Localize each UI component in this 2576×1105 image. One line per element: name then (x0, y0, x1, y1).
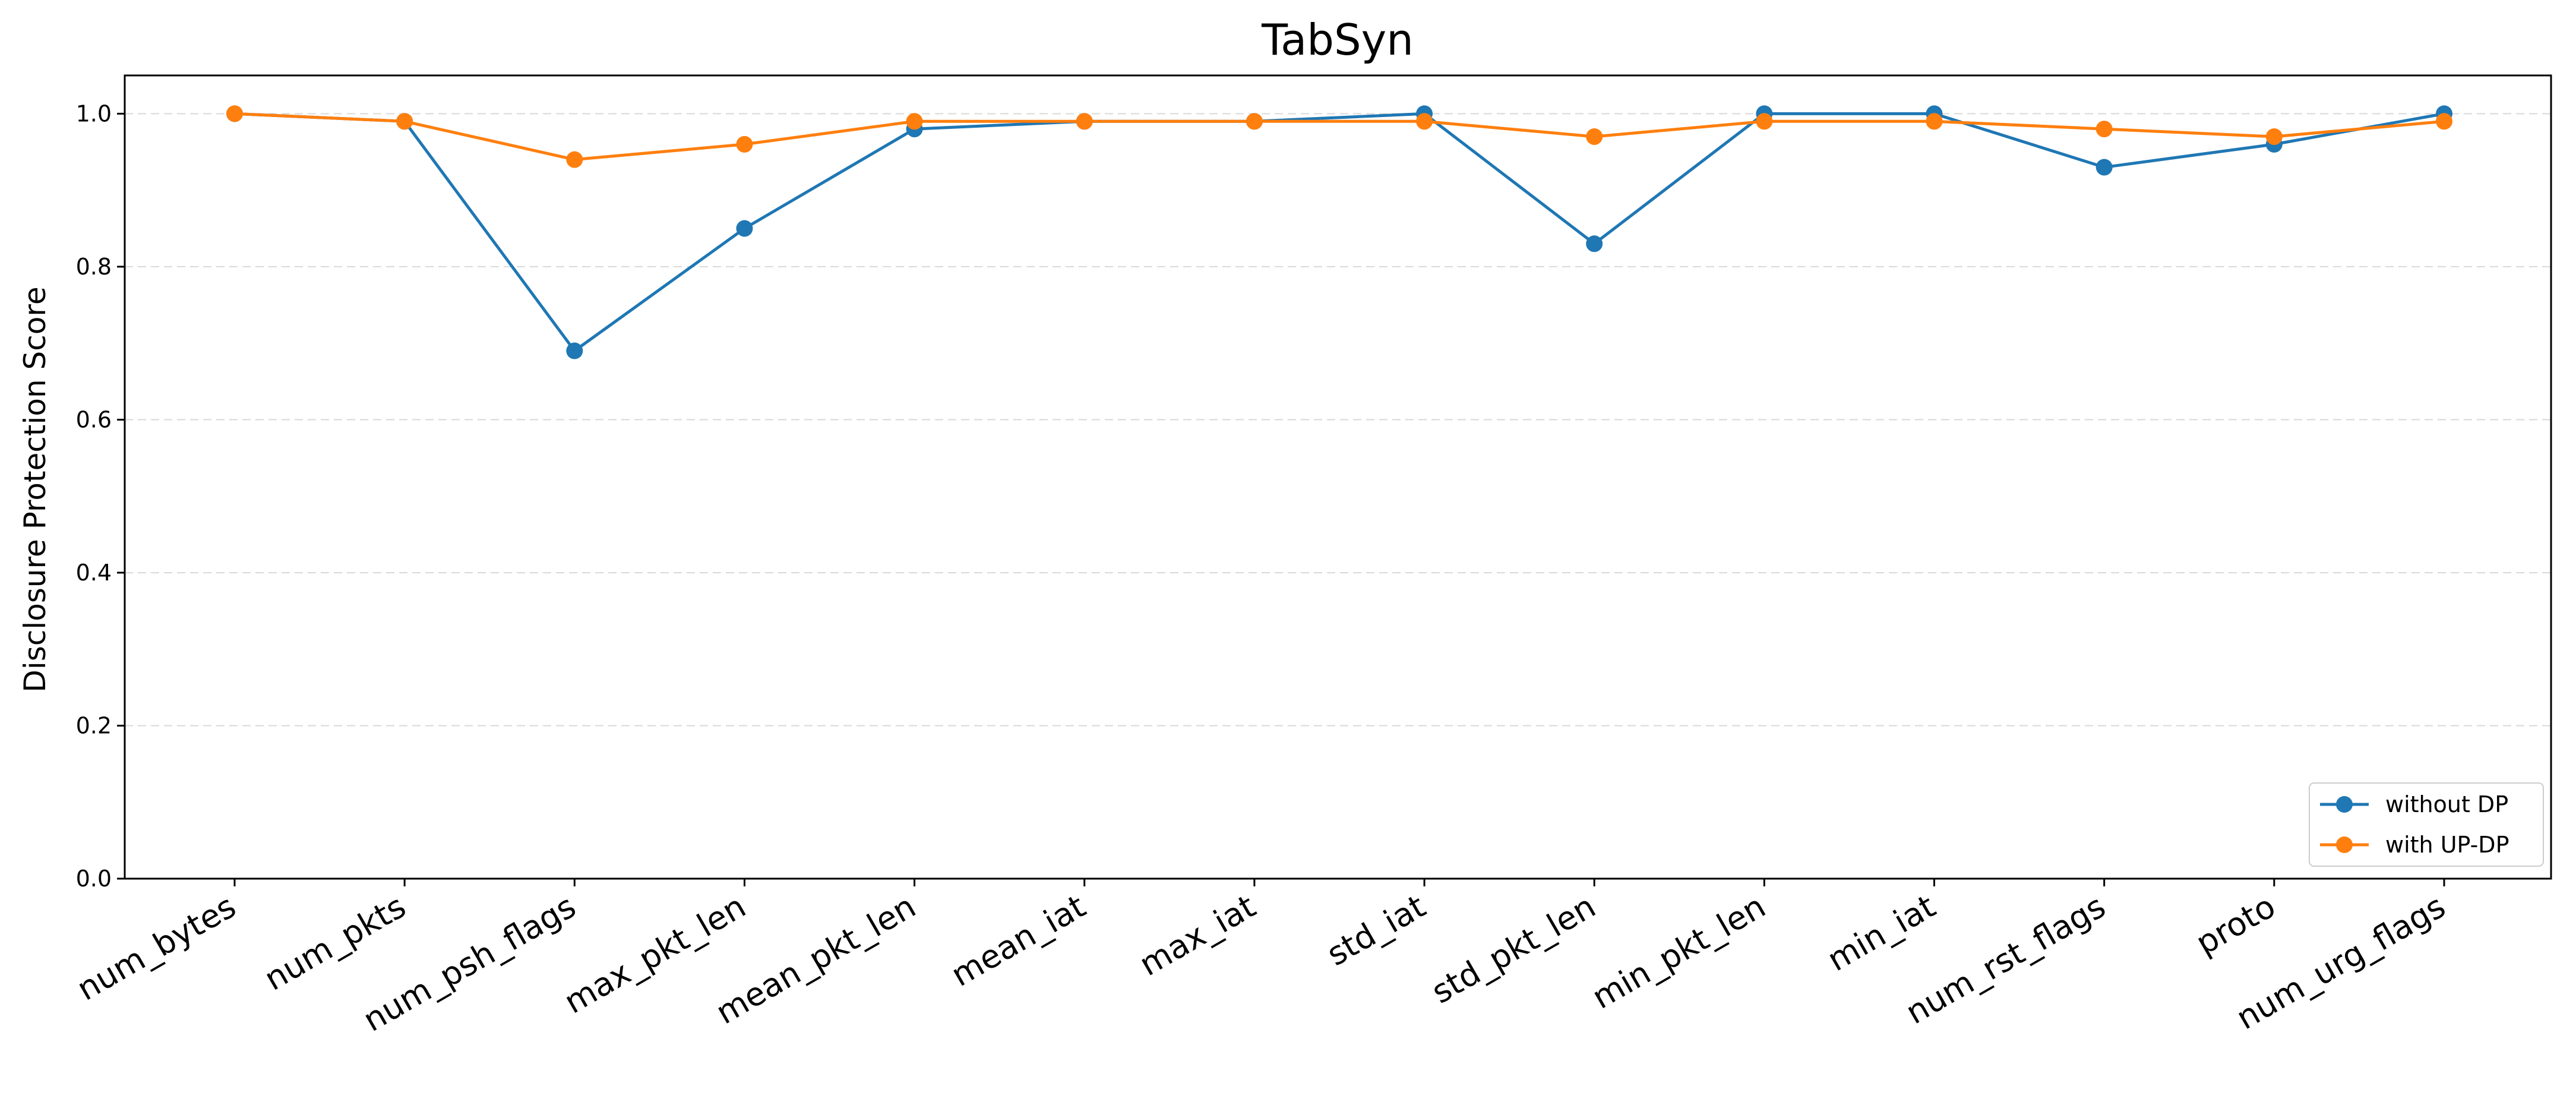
series-line (234, 112, 2445, 162)
data-point (1416, 113, 1433, 130)
x-axis: num_bytes num_pktsnum_psh_flagsmax_pkt_le… (71, 879, 2452, 1039)
y-axis-label: Disclosure Protection Score (18, 286, 52, 692)
y-tick-label: 0.4 (76, 560, 112, 586)
series-line (234, 112, 2445, 353)
x-tick-label: std_pkt_len (1426, 888, 1602, 1011)
data-point (736, 135, 753, 153)
y-tick-label: 0.2 (76, 712, 112, 738)
data-point (1926, 113, 1943, 130)
data-point (226, 105, 243, 122)
x-tick-label: num_pkts (258, 888, 412, 998)
y-tick-label: 0.8 (76, 254, 112, 280)
x-tick-label: proto (2189, 888, 2281, 962)
data-point (1756, 113, 1773, 130)
x-tick-label: min_iat (1821, 888, 1942, 979)
data-point (1076, 113, 1093, 130)
legend: without DP with UP-DP (2309, 782, 2544, 867)
legend-swatch-marker (2336, 836, 2353, 853)
data-point (906, 113, 923, 130)
legend-label: without DP (2385, 791, 2508, 817)
series-lines (226, 105, 2452, 359)
chart-title: TabSyn (1261, 15, 1414, 65)
data-point (396, 113, 413, 130)
data-point (1246, 113, 1263, 130)
data-point (2095, 121, 2113, 138)
y-tick-label: 0.0 (76, 866, 112, 892)
y-tick-label: 1.0 (76, 100, 112, 127)
x-tick-label: std_iat (1320, 888, 1431, 973)
data-point (2265, 128, 2283, 146)
x-tick-label: mean_iat (945, 888, 1092, 994)
data-point (1586, 235, 1603, 252)
y-tick-label: 0.6 (76, 406, 112, 432)
plot-frame (124, 74, 2552, 880)
data-point (566, 151, 583, 168)
data-point (1586, 128, 1603, 146)
data-point (566, 342, 583, 359)
grid (125, 113, 2551, 879)
x-tick-label: max_iat (1133, 888, 1262, 984)
x-tick-label: min_pkt_len (1586, 888, 1772, 1016)
data-point (736, 220, 753, 237)
legend-label: with UP-DP (2385, 832, 2509, 858)
x-tick-label: num_bytes (71, 888, 242, 1008)
data-point (2436, 113, 2452, 130)
y-axis: 0.0 0.2 0.4 0.6 0.8 1.0 (76, 100, 125, 892)
legend-swatch-marker (2336, 796, 2353, 813)
data-point (2095, 159, 2113, 176)
